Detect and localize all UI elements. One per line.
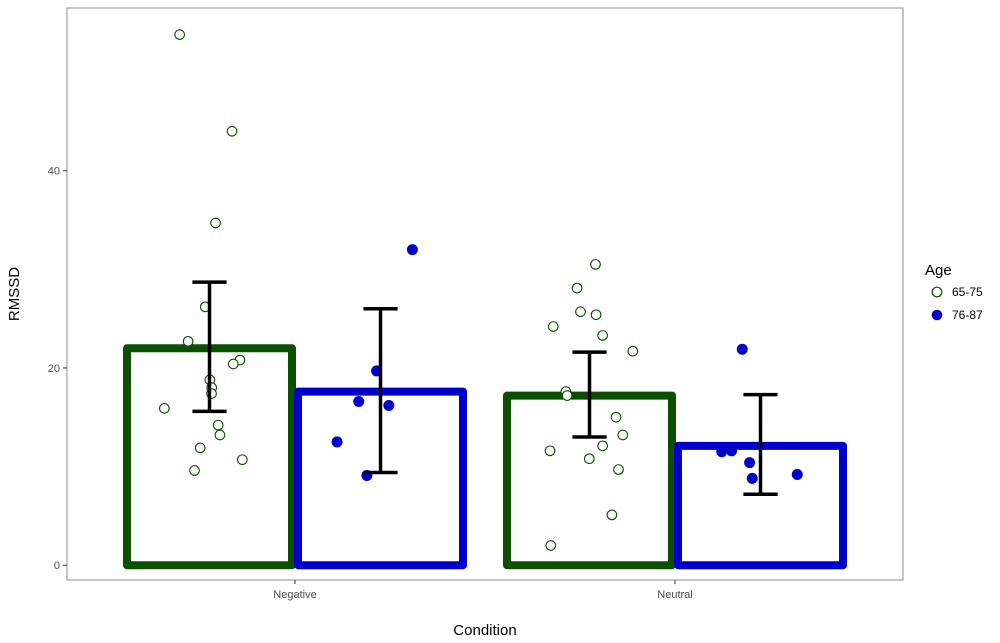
point-65-75-Negative [158,403,170,414]
point-65-75-Neutral [561,390,573,401]
y-tick-label: 20 [48,363,60,375]
x-axis-ticks: Negative Neutral [273,580,693,601]
point-65-75-Negative [226,125,238,137]
point-65-75-Negative [194,442,206,454]
point-65-75-Neutral [571,282,583,294]
point-65-75-Negative [210,217,221,229]
point-65-75-Neutral [590,259,601,270]
point-76-87-Neutral [716,446,728,458]
point-65-75-Neutral [597,330,608,341]
point-65-75-Neutral [597,440,609,452]
legend-label-65-75: 65-75 [952,285,983,299]
legend-title: Age [925,262,952,279]
point-76-87-Neutral [744,457,756,469]
point-65-75-Negative [212,419,224,431]
y-tick-label: 40 [48,166,60,178]
point-65-75-Negative [182,335,194,347]
x-tick-label: Neutral [657,589,692,601]
point-65-75-Negative [236,454,248,466]
point-76-87-Negative [406,244,418,256]
point-76-87-Neutral [746,472,758,484]
point-76-87-Neutral [726,445,738,457]
legend-label-76-87: 76-87 [952,308,983,322]
point-65-75-Negative [174,29,186,40]
plot-panel [66,7,904,581]
point-65-75-Neutral [583,453,595,465]
x-tick-label: Negative [273,589,316,601]
point-65-75-Neutral [544,445,556,457]
point-65-75-Neutral [617,429,629,441]
point-65-75-Neutral [590,309,602,321]
point-65-75-Neutral [610,411,622,423]
point-65-75-Negative [214,429,226,441]
legend: Age 65-75 76-87 [925,262,983,322]
point-76-87-Negative [353,395,365,407]
x-axis-title: Condition [453,622,516,639]
point-65-75-Neutral [547,321,559,332]
point-65-75-Negative [227,358,239,370]
legend-key-65-75 [931,286,943,298]
point-65-75-Neutral [545,540,557,551]
point-76-87-Negative [331,436,343,448]
point-65-75-Neutral [613,464,624,475]
legend-key-76-87 [931,309,943,321]
point-76-87-Negative [383,399,395,411]
chart-marks [123,29,847,570]
y-axis-ticks: 0 20 40 [48,166,67,572]
y-tick-label: 0 [54,560,60,572]
y-axis-title: RMSSD [6,267,23,321]
point-76-87-Neutral [736,343,748,355]
point-65-75-Neutral [627,345,639,357]
point-65-75-Neutral [606,509,618,521]
point-76-87-Neutral [791,468,803,480]
point-65-75-Neutral [575,306,586,318]
point-65-75-Negative [189,465,200,476]
